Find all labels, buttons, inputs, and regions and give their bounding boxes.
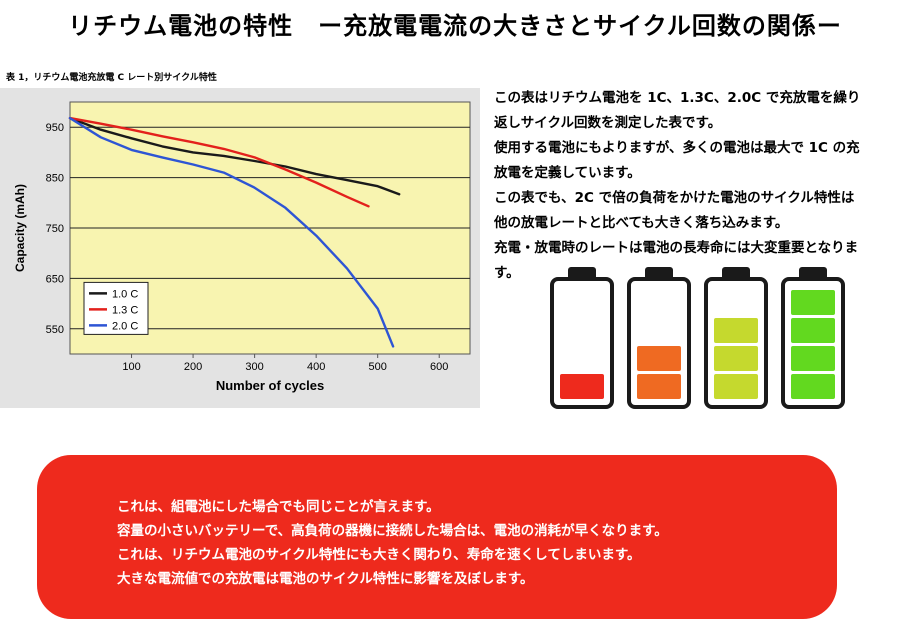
description-line: 他の放電レートと比べても大きく落ち込みます。: [494, 215, 789, 231]
battery-body: [550, 277, 614, 409]
chart-caption: 表 1，リチウム電池充放電 C レート別サイクル特性: [6, 73, 217, 83]
description-line: 返しサイクル回数を測定した表です。: [494, 115, 722, 131]
battery-segment: [791, 318, 835, 343]
series-line: [68, 116, 401, 196]
description-line: 使用する電池にもよりますが、多くの電池は最大で 1C の充: [494, 140, 860, 156]
note-box: これは、組電池にした場合でも同じことが言えます。 容量の小さいバッテリーで、高負…: [37, 455, 837, 619]
battery-segment: [791, 346, 835, 371]
note-line: これは、組電池にした場合でも同じことが言えます。: [117, 499, 440, 515]
y-tick-label: 550: [46, 324, 64, 336]
x-tick-label: 100: [122, 361, 140, 373]
battery-3-bars-icon: [704, 267, 768, 409]
note-line: これは、リチウム電池のサイクル特性にも大きく関わり、寿命を速くしてしまいます。: [117, 547, 641, 563]
x-tick-label: 600: [430, 361, 448, 373]
battery-segment: [714, 374, 758, 399]
series-line: [68, 116, 395, 348]
capacity-cycle-chart: 550 650 750 850 950 100 200 300 400 500 600 Number …: [13, 101, 471, 393]
description-line: この表でも、2C で倍の負荷をかけた電池のサイクル特性は: [494, 190, 855, 206]
battery-segment: [637, 346, 681, 371]
x-tick-label: 200: [184, 361, 202, 373]
y-tick-label: 950: [46, 122, 64, 134]
battery-body: [704, 277, 768, 409]
battery-2-bars-icon: [627, 267, 691, 409]
chart-panel: 550 650 750 850 950 100 200 300 400 500 600 Number …: [0, 88, 480, 408]
legend-label: 2.0 C: [112, 320, 138, 332]
battery-segment: [714, 346, 758, 371]
y-tick-label: 850: [46, 173, 64, 185]
page-title: リチウム電池の特性 ー充放電電流の大きさとサイクル回数の関係ー: [68, 12, 842, 40]
battery-cap: [645, 267, 673, 279]
battery-segment: [791, 374, 835, 399]
note-line: 大きな電流値での充放電は電池のサイクル特性に影響を及ぼします。: [117, 571, 534, 587]
battery-cap: [568, 267, 596, 279]
y-tick-label: 650: [46, 273, 64, 285]
battery-segment: [637, 374, 681, 399]
battery-cap: [799, 267, 827, 279]
battery-body: [781, 277, 845, 409]
battery-4-bars-icon: [781, 267, 845, 409]
note-text: これは、組電池にした場合でも同じことが言えます。 容量の小さいバッテリーで、高負…: [117, 495, 668, 591]
legend-label: 1.3 C: [112, 304, 138, 316]
x-axis-label: Number of cycles: [216, 378, 324, 393]
battery-segment: [560, 374, 604, 399]
description: この表はリチウム電池を 1C、1.3C、2.0C で充放電を繰り 返しサイクル回…: [494, 86, 906, 286]
description-line: この表はリチウム電池を 1C、1.3C、2.0C で充放電を繰り: [494, 90, 861, 106]
y-tick-label: 750: [46, 223, 64, 235]
battery-segment: [714, 318, 758, 343]
x-tick-label: 300: [245, 361, 263, 373]
description-line: す。: [494, 265, 520, 281]
description-line: 放電を定義しています。: [494, 165, 641, 181]
battery-segment: [791, 290, 835, 315]
series-line: [68, 116, 370, 208]
note-line: 容量の小さいバッテリーで、高負荷の器機に接続した場合は、電池の消耗が早くなります…: [117, 523, 668, 539]
x-tick-label: 500: [369, 361, 387, 373]
battery-body: [627, 277, 691, 409]
y-axis-label: Capacity (mAh): [13, 184, 27, 272]
description-line: 充電・放電時のレートは電池の長寿命には大変重要となりま: [494, 240, 859, 256]
battery-1-bar-icon: [550, 267, 614, 409]
legend-label: 1.0 C: [112, 288, 138, 300]
x-tick-label: 400: [307, 361, 325, 373]
battery-cap: [722, 267, 750, 279]
